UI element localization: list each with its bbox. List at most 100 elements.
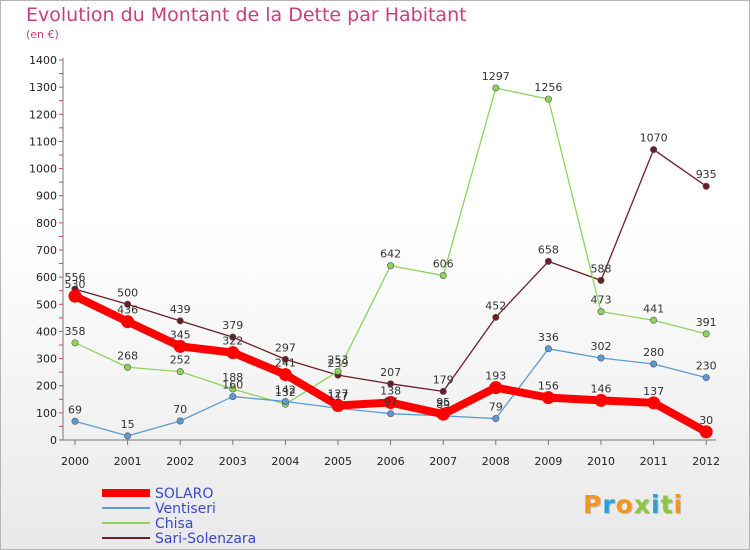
legend-label-ventiseri: Ventiseri <box>155 501 216 517</box>
logo-letter: r <box>602 490 616 519</box>
data-point-ventiseri <box>544 345 552 353</box>
data-label-chisa: 253 <box>328 353 349 366</box>
data-label-solaro: 137 <box>643 385 664 398</box>
data-label-sari-solenzara: 379 <box>222 319 243 332</box>
x-tick-label: 2011 <box>640 455 668 468</box>
chart-title: Evolution du Montant de la Dette par Hab… <box>26 4 467 26</box>
logo-letter: o <box>615 490 634 519</box>
series-layer <box>68 84 713 440</box>
logo-letter: P <box>583 490 603 519</box>
data-label-ventiseri: 79 <box>489 401 503 414</box>
x-tick-label: 2010 <box>587 455 615 468</box>
data-point-chisa <box>597 308 605 316</box>
data-label-chisa: 1297 <box>482 70 510 83</box>
data-point-sari-solenzara <box>492 313 500 321</box>
data-label-chisa: 473 <box>591 294 612 307</box>
x-tick-label: 2005 <box>324 455 352 468</box>
data-label-solaro: 193 <box>485 370 506 383</box>
data-label-chisa: 441 <box>643 302 664 315</box>
data-label-solaro: 530 <box>65 278 86 291</box>
data-label-sari-solenzara: 588 <box>591 262 612 275</box>
data-point-ventiseri <box>176 417 184 425</box>
x-tick-label: 2002 <box>166 455 194 468</box>
data-point-chisa <box>124 363 132 371</box>
x-tick-label: 2003 <box>219 455 247 468</box>
logo-letter: t <box>660 490 674 519</box>
data-point-chisa <box>650 316 658 324</box>
data-point-solaro <box>278 368 292 382</box>
data-point-sari-solenzara <box>281 355 289 363</box>
data-point-chisa <box>176 368 184 376</box>
data-point-chisa <box>229 385 237 393</box>
data-label-solaro: 127 <box>328 388 349 401</box>
data-label-sari-solenzara: 179 <box>433 373 454 386</box>
data-label-sari-solenzara: 207 <box>380 366 401 379</box>
data-label-ventiseri: 230 <box>696 360 717 373</box>
data-label-chisa: 606 <box>433 258 454 271</box>
data-label-chisa: 132 <box>275 386 296 399</box>
y-tick-label: 500 <box>36 298 57 311</box>
data-label-sari-solenzara: 452 <box>485 299 506 312</box>
data-label-chisa: 391 <box>696 316 717 329</box>
data-point-solaro <box>331 399 345 413</box>
data-label-solaro: 156 <box>538 380 559 393</box>
data-label-sari-solenzara: 658 <box>538 243 559 256</box>
data-point-ventiseri <box>281 397 289 405</box>
x-tick-label: 2007 <box>429 455 457 468</box>
data-label-chisa: 268 <box>117 349 138 362</box>
data-point-chisa <box>702 330 710 338</box>
data-point-sari-solenzara <box>387 380 395 388</box>
x-tick-label: 2008 <box>482 455 510 468</box>
data-point-solaro <box>384 396 398 410</box>
data-label-solaro: 138 <box>380 385 401 398</box>
data-label-sari-solenzara: 556 <box>65 271 86 284</box>
data-point-ventiseri <box>387 410 395 418</box>
x-tick-label: 2001 <box>114 455 142 468</box>
y-tick-label: 900 <box>36 190 57 203</box>
chart-axes: 0 100 200 300 400 500 600 700 800 900 1000 1100 1200… <box>29 54 720 468</box>
data-point-ventiseri <box>597 354 605 362</box>
logo-letter: i <box>673 490 684 519</box>
data-point-sari-solenzara <box>650 146 658 154</box>
y-tick-label: 800 <box>36 217 57 230</box>
data-label-chisa: 188 <box>222 371 243 384</box>
data-label-solaro: 146 <box>591 382 612 395</box>
data-point-sari-solenzara <box>439 387 447 395</box>
data-point-chisa <box>439 272 447 280</box>
data-label-sari-solenzara: 935 <box>696 168 717 181</box>
data-point-ventiseri <box>492 415 500 423</box>
data-label-sari-solenzara: 1070 <box>640 132 668 145</box>
legend-label-sari-solenzara: Sari-Solenzara <box>155 531 256 547</box>
data-label-sari-solenzara: 439 <box>170 303 191 316</box>
data-point-ventiseri <box>650 360 658 368</box>
y-tick-label: 200 <box>36 380 57 393</box>
data-label-chisa: 1256 <box>534 81 562 94</box>
data-point-solaro <box>68 289 82 303</box>
data-point-chisa <box>387 262 395 270</box>
data-point-solaro <box>647 396 661 410</box>
data-label-ventiseri: 70 <box>173 403 187 416</box>
data-label-chisa: 642 <box>380 248 401 261</box>
x-tick-label: 2012 <box>692 455 720 468</box>
y-tick-label: 400 <box>36 325 57 338</box>
data-label-solaro: 241 <box>275 357 296 370</box>
data-label-ventiseri: 117 <box>328 390 349 403</box>
data-label-sari-solenzara: 297 <box>275 341 296 354</box>
x-tick-label: 2006 <box>377 455 405 468</box>
data-label-solaro: 322 <box>222 335 243 348</box>
data-point-chisa <box>71 339 79 347</box>
data-point-ventiseri <box>124 432 132 440</box>
y-tick-label: 1300 <box>29 81 57 94</box>
data-labels: 556 500 439 379 297 239 207 179 452 658 588 1070 935… <box>65 70 717 431</box>
y-tick-label: 300 <box>36 353 57 366</box>
data-label-ventiseri: 97 <box>384 396 398 409</box>
data-point-sari-solenzara <box>702 182 710 190</box>
data-point-sari-solenzara <box>124 300 132 308</box>
data-point-ventiseri <box>702 374 710 382</box>
data-point-chisa <box>544 95 552 103</box>
y-tick-label: 700 <box>36 244 57 257</box>
data-label-solaro: 30 <box>699 414 713 427</box>
data-point-sari-solenzara <box>229 333 237 341</box>
data-point-sari-solenzara <box>176 317 184 325</box>
